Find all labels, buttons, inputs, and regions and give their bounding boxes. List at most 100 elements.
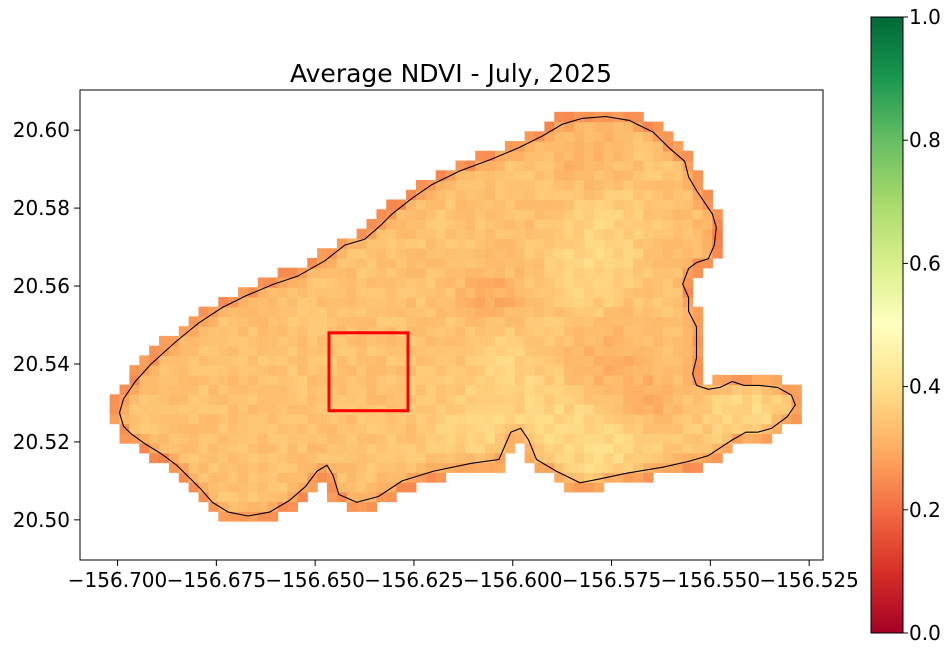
ndvi-cell xyxy=(356,277,368,288)
ndvi-cell xyxy=(346,384,358,395)
ndvi-cell xyxy=(425,374,437,386)
ndvi-cell xyxy=(593,316,605,327)
ndvi-cell xyxy=(653,316,664,327)
ndvi-cell xyxy=(366,423,378,434)
ndvi-cell xyxy=(238,287,249,298)
ndvi-cell xyxy=(178,423,190,434)
ndvi-cell xyxy=(208,306,219,318)
ndvi-cell xyxy=(297,316,308,327)
ndvi-cell xyxy=(524,404,536,415)
ndvi-cell xyxy=(603,404,615,415)
ndvi-cell xyxy=(475,277,486,288)
ndvi-cell xyxy=(366,316,378,327)
ndvi-cell xyxy=(287,306,298,318)
ndvi-cell xyxy=(356,423,368,434)
ndvi-cell xyxy=(455,316,466,327)
ndvi-cell xyxy=(366,228,378,240)
ndvi-cell xyxy=(662,248,674,259)
ndvi-cell xyxy=(603,267,615,279)
ndvi-cell xyxy=(159,374,170,386)
ndvi-cell xyxy=(613,374,625,386)
ndvi-cell xyxy=(307,267,318,279)
ndvi-cell xyxy=(247,374,259,386)
ndvi-cell xyxy=(702,433,713,444)
ndvi-cell xyxy=(178,345,190,356)
ndvi-cell xyxy=(366,287,378,298)
ndvi-cell xyxy=(218,482,229,493)
ndvi-cell xyxy=(267,482,279,493)
ndvi-cell xyxy=(238,462,249,473)
ndvi-cell xyxy=(603,131,615,142)
ndvi-cell xyxy=(583,141,595,152)
ndvi-cell xyxy=(643,209,654,220)
ndvi-cell xyxy=(524,199,536,210)
ndvi-cell xyxy=(257,374,269,386)
ndvi-cell xyxy=(435,326,447,337)
ndvi-cell xyxy=(425,384,437,395)
ndvi-cell xyxy=(307,365,318,376)
ndvi-cell xyxy=(188,384,200,395)
ndvi-cell xyxy=(415,374,427,386)
ndvi-cell xyxy=(267,394,279,405)
ndvi-cell xyxy=(218,394,229,405)
ndvi-cell xyxy=(544,365,555,376)
ndvi-cell xyxy=(327,355,338,366)
ndvi-cell xyxy=(267,316,279,327)
ndvi-cell xyxy=(465,462,476,473)
ndvi-cell xyxy=(198,423,210,434)
ndvi-cell xyxy=(662,413,674,425)
ndvi-cell xyxy=(554,306,565,318)
ndvi-cell xyxy=(583,180,595,191)
ndvi-cell xyxy=(593,365,605,376)
ndvi-cell xyxy=(218,355,229,366)
ndvi-cell xyxy=(455,287,466,298)
ndvi-cell xyxy=(534,180,545,191)
ndvi-cell xyxy=(662,462,674,473)
ndvi-cell xyxy=(346,433,358,444)
ndvi-cell xyxy=(475,326,486,337)
ndvi-cell xyxy=(554,326,565,337)
ndvi-cell xyxy=(287,374,298,386)
ndvi-cell xyxy=(554,141,565,152)
ndvi-cell xyxy=(455,296,466,308)
ndvi-cell xyxy=(297,413,308,425)
ndvi-cell xyxy=(386,335,397,347)
ndvi-cell xyxy=(485,345,496,356)
ndvi-cell xyxy=(406,355,417,366)
ndvi-cell xyxy=(574,238,585,249)
ndvi-cell xyxy=(257,413,269,425)
ndvi-cell xyxy=(593,462,605,473)
ndvi-cell xyxy=(613,160,625,171)
ndvi-cell xyxy=(751,413,763,425)
ndvi-cell xyxy=(514,413,526,425)
ndvi-cell xyxy=(406,345,417,356)
ndvi-cell xyxy=(751,394,763,405)
ndvi-cell xyxy=(494,462,506,473)
ndvi-cell xyxy=(534,316,545,327)
ndvi-cell xyxy=(514,384,526,395)
ndvi-cell xyxy=(465,296,476,308)
ndvi-cell xyxy=(554,404,565,415)
ndvi-cell xyxy=(346,257,358,269)
ndvi-cell xyxy=(406,413,417,425)
ndvi-cell xyxy=(672,296,684,308)
ndvi-cell xyxy=(247,335,259,347)
ndvi-cell xyxy=(159,423,170,434)
ndvi-cell xyxy=(366,443,378,454)
ndvi-cell xyxy=(514,316,526,327)
ndvi-cell xyxy=(524,316,536,327)
ndvi-cell xyxy=(455,355,466,366)
ndvi-cell xyxy=(455,238,466,249)
ndvi-cell xyxy=(643,355,654,366)
ndvi-cell xyxy=(376,267,387,279)
ndvi-cell xyxy=(534,141,545,152)
ndvi-cell xyxy=(554,472,565,483)
ndvi-cell xyxy=(504,345,516,356)
ndvi-cell xyxy=(643,199,654,210)
ndvi-cell xyxy=(583,228,595,240)
ndvi-cell xyxy=(139,394,150,405)
ndvi-cell xyxy=(445,180,457,191)
ndvi-cell xyxy=(465,413,476,425)
ndvi-cell xyxy=(445,394,457,405)
ndvi-cell xyxy=(504,433,516,444)
